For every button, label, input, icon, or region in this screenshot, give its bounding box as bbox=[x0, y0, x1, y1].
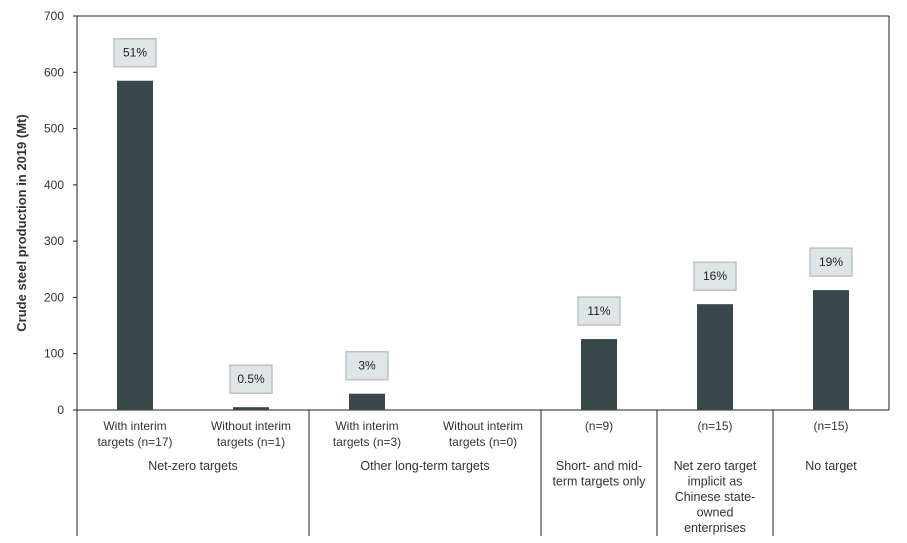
data-label-box: 11% bbox=[577, 296, 621, 326]
y-tick-label: 700 bbox=[44, 9, 64, 23]
bar bbox=[581, 339, 617, 410]
bar bbox=[233, 407, 269, 410]
bar bbox=[117, 80, 153, 410]
y-tick-label: 200 bbox=[44, 290, 64, 304]
data-label: 3% bbox=[358, 359, 376, 373]
group-label: Other long-term targets bbox=[360, 459, 489, 473]
category-label: (n=15) bbox=[813, 419, 848, 433]
data-label-background bbox=[345, 350, 389, 381]
category-label: (n=9) bbox=[585, 419, 613, 433]
category-label: (n=15) bbox=[697, 419, 732, 433]
y-axis-ticks: 0 100 200 300 400 500 600 700 bbox=[44, 9, 77, 417]
group-label: Net-zero targets bbox=[148, 459, 238, 473]
y-tick-label: 600 bbox=[44, 65, 64, 79]
data-label-background bbox=[809, 247, 853, 277]
group-label: No target bbox=[805, 459, 857, 473]
data-labels: 51% 0.5% 3% 11% 16% 19% bbox=[113, 37, 853, 394]
data-label-box: 0.5% bbox=[229, 364, 273, 394]
data-label-background bbox=[229, 364, 273, 394]
chart-axes bbox=[76, 15, 890, 536]
data-label-background bbox=[577, 296, 621, 326]
data-label-box: 19% bbox=[809, 247, 853, 277]
data-label-box: 16% bbox=[693, 261, 737, 291]
category-label: Without interim targets (n=0) bbox=[443, 419, 523, 449]
data-label-background bbox=[113, 37, 157, 68]
category-label: With interim targets (n=3) bbox=[333, 419, 401, 449]
category-label: Without interim targets (n=1) bbox=[211, 419, 291, 449]
bar bbox=[813, 290, 849, 410]
group-label: Short- and mid-term targets only bbox=[552, 459, 646, 489]
data-label-background bbox=[693, 261, 737, 291]
data-label: 11% bbox=[587, 304, 610, 318]
bar bbox=[349, 393, 385, 410]
y-tick-label: 0 bbox=[57, 403, 64, 417]
data-label: 0.5% bbox=[237, 372, 265, 386]
group-labels: Net-zero targets Other long-term targets S… bbox=[148, 459, 857, 535]
data-label-box: 51% bbox=[113, 37, 157, 68]
y-tick-label: 300 bbox=[44, 234, 64, 248]
y-tick-label: 100 bbox=[44, 347, 64, 361]
data-label: 19% bbox=[819, 255, 843, 269]
category-labels: With interim targets (n=17) Without interi… bbox=[97, 419, 848, 449]
data-label: 51% bbox=[123, 46, 147, 60]
category-label: With interim targets (n=17) bbox=[97, 419, 172, 449]
y-axis-label: Crude steel production in 2019 (Mt) bbox=[14, 114, 29, 331]
y-tick-label: 400 bbox=[44, 178, 64, 192]
data-label: 16% bbox=[703, 269, 727, 283]
bars bbox=[117, 80, 849, 410]
bar bbox=[697, 304, 733, 410]
data-label-box: 3% bbox=[345, 350, 389, 381]
y-tick-label: 500 bbox=[44, 122, 64, 136]
group-label: Net zero target implicit as Chinese state-… bbox=[674, 459, 757, 535]
